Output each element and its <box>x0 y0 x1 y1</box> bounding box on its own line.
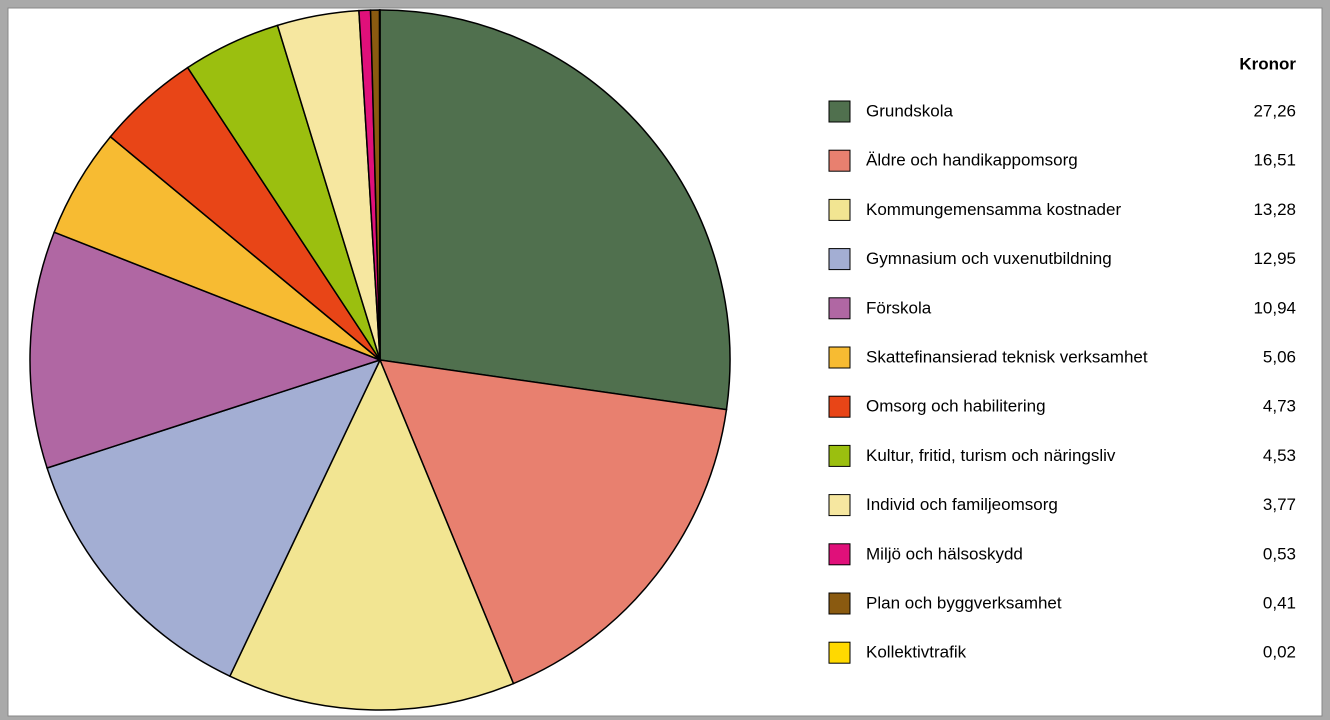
legend-swatch <box>828 198 851 221</box>
legend-swatch <box>828 641 851 664</box>
legend-swatch <box>828 248 851 271</box>
pie-slice <box>228 358 515 711</box>
legend-label: Miljö och hälsoskydd <box>866 544 1023 563</box>
legend-label: Skattefinansierad teknisk verksamhet <box>866 347 1148 366</box>
legend-label: Äldre och handikappomsorg <box>866 151 1078 170</box>
legend-label: Kommungemensamma kostnader <box>866 200 1121 219</box>
legend-swatch <box>828 494 851 517</box>
pie-slice <box>379 9 731 411</box>
legend-label: Plan och byggverksamhet <box>866 593 1062 612</box>
value-label: 5,06 <box>1263 347 1296 366</box>
value-label: 0,02 <box>1263 643 1296 662</box>
legend-swatch <box>828 543 851 566</box>
legend-swatch <box>828 297 851 320</box>
legend-label: Kultur, fritid, turism och näringsliv <box>866 446 1116 465</box>
value-label: 4,53 <box>1263 446 1296 465</box>
legend-label: Individ och familjeomsorg <box>866 495 1058 514</box>
value-label: 12,95 <box>1253 249 1296 268</box>
legend-label: Gymnasium och vuxenutbildning <box>866 249 1112 268</box>
legend-label: Förskola <box>866 298 932 317</box>
legend-swatch <box>828 395 851 418</box>
legend-swatch <box>828 149 851 172</box>
pie-slice <box>46 358 382 678</box>
legend-swatch <box>828 346 851 369</box>
value-label: 13,28 <box>1253 200 1296 219</box>
legend-swatch <box>828 444 851 467</box>
legend-title: Kronor <box>1239 54 1296 73</box>
value-label: 0,41 <box>1263 593 1296 612</box>
pie-slice <box>378 359 728 685</box>
legend-swatch <box>828 592 851 615</box>
value-label: 3,77 <box>1263 495 1296 514</box>
value-label: 10,94 <box>1253 298 1296 317</box>
legend-label: Kollektivtrafik <box>866 643 967 662</box>
value-label: 16,51 <box>1253 151 1296 170</box>
value-label: 0,53 <box>1263 544 1296 563</box>
legend-label: Omsorg och habilitering <box>866 397 1046 416</box>
legend-label: Grundskola <box>866 101 953 120</box>
value-label: 27,26 <box>1253 101 1296 120</box>
legend-swatch <box>828 100 851 123</box>
pie-slice <box>29 231 383 469</box>
value-label: 4,73 <box>1263 397 1296 416</box>
